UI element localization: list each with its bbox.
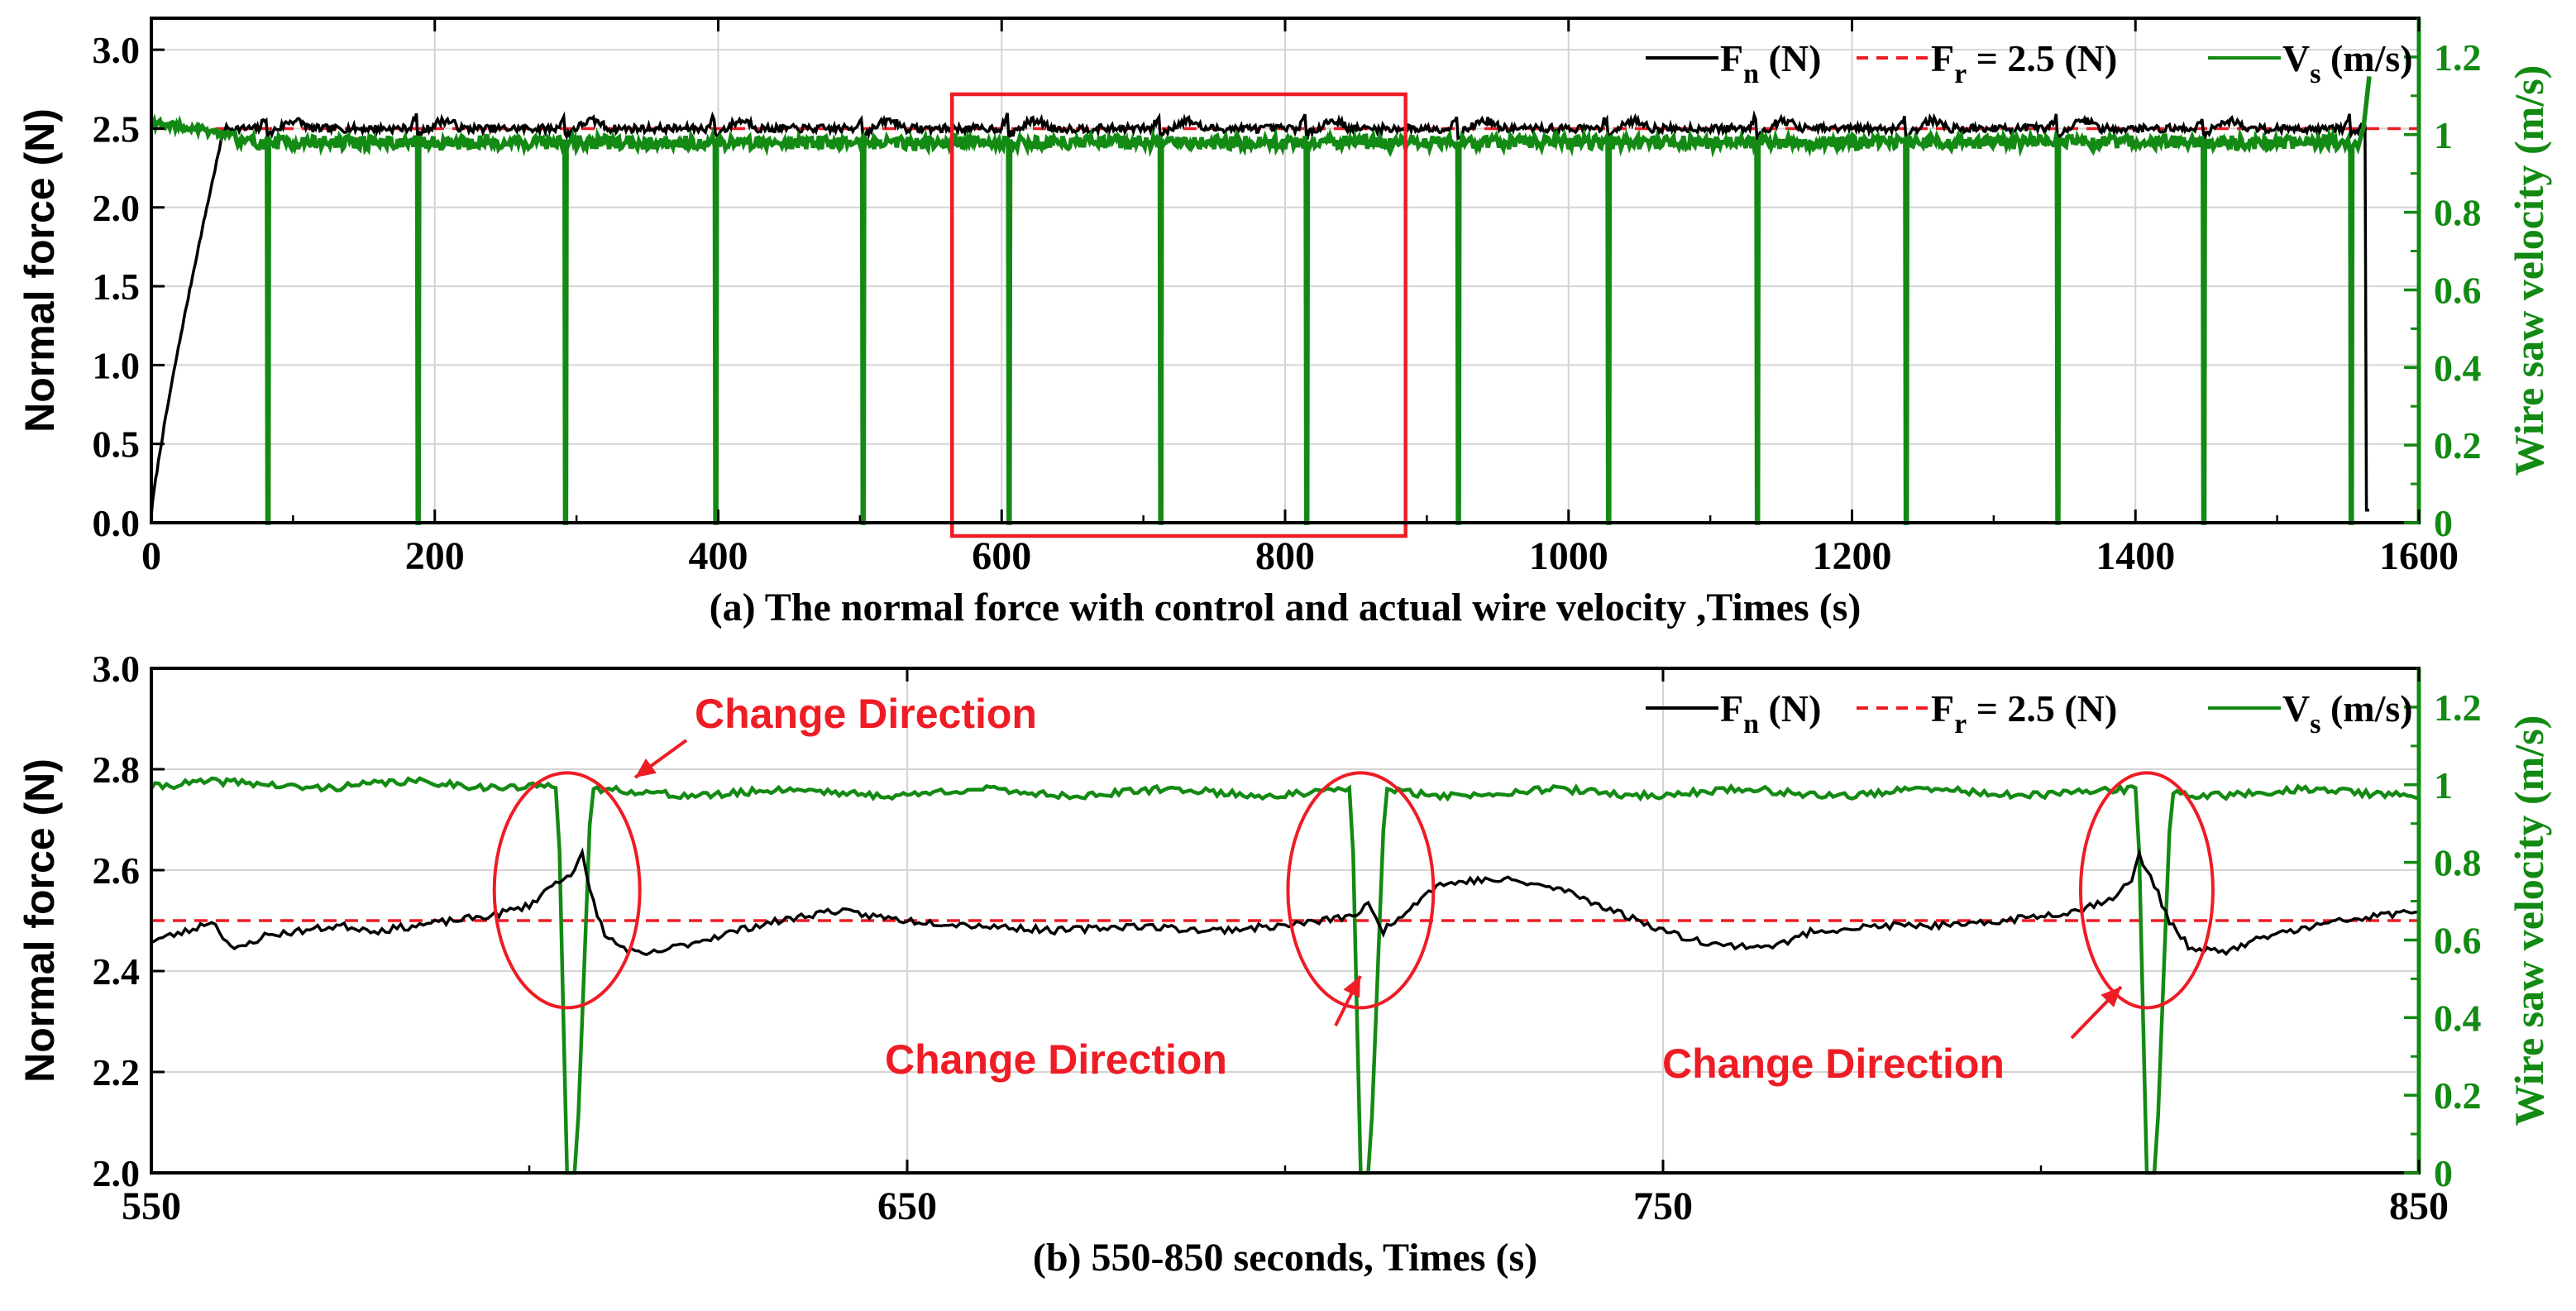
panel-b-legend: Fn (N) Fr = 2.5 (N) Vs (m/s) bbox=[1646, 687, 2413, 739]
legend-label: Fn (N) bbox=[1720, 687, 1821, 739]
y-tick-label: 2.4 bbox=[93, 950, 141, 993]
change-direction-ellipse bbox=[2078, 771, 2215, 1010]
y-tick-label: 0.5 bbox=[93, 423, 141, 466]
panel-a-caption: (a) The normal force with control and ac… bbox=[710, 586, 1862, 629]
y2-tick-label: 1.2 bbox=[2434, 36, 2482, 79]
y-tick-label: 2.5 bbox=[93, 108, 141, 150]
panel-a-y-axis-label: Normal force (N) bbox=[17, 108, 63, 433]
x-tick-label: 650 bbox=[877, 1184, 937, 1228]
y2-tick-label: 1 bbox=[2434, 764, 2453, 806]
x-tick-label: 200 bbox=[405, 534, 465, 578]
x-tick-label: 550 bbox=[122, 1184, 181, 1228]
panel-a-zoom-box bbox=[950, 92, 1407, 538]
y2-tick-label: 1.2 bbox=[2434, 687, 2482, 729]
y-tick-label: 2.2 bbox=[93, 1051, 141, 1093]
y2-tick-label: 0.4 bbox=[2434, 347, 2482, 389]
y2-tick-label: 0.2 bbox=[2434, 424, 2482, 467]
legend-entry: Fn (N) bbox=[1646, 37, 1821, 89]
panel-b-annotations: Change Direction Change Direction Change D… bbox=[492, 691, 2215, 1087]
legend-entry: Fn (N) bbox=[1646, 687, 1821, 739]
panel-b-force-series bbox=[151, 847, 2420, 956]
x-tick-label: 0 bbox=[141, 534, 161, 578]
x-tick-label: 400 bbox=[689, 534, 748, 578]
y-tick-label: 3.0 bbox=[93, 29, 141, 71]
panel-b-x-ticks: 550 650 750 850 bbox=[122, 668, 2449, 1228]
annotation-arrow-head bbox=[635, 758, 657, 778]
panel-a-x-ticks: 0 200 400 600 800 1000 1200 1400 1600 bbox=[141, 18, 2459, 578]
panel-a-velocity-series bbox=[149, 76, 2372, 525]
legend-label: Fn (N) bbox=[1720, 37, 1821, 89]
legend-label: Vs (m/s) bbox=[2282, 687, 2413, 739]
y2-tick-label: 0.6 bbox=[2434, 269, 2482, 311]
panel-a-y-ticks: 0.0 0.5 1.0 1.5 2.0 2.5 3.0 bbox=[93, 29, 165, 544]
y2-tick-label: 0.8 bbox=[2434, 192, 2482, 234]
y2-tick-label: 0 bbox=[2434, 502, 2453, 544]
y2-tick-label: 0.4 bbox=[2434, 997, 2482, 1039]
annotation-arrow-head bbox=[1343, 976, 1360, 998]
y2-tick-label: 0.8 bbox=[2434, 842, 2482, 884]
annotation-label: Change Direction bbox=[1662, 1041, 2005, 1087]
y-tick-label: 1.0 bbox=[93, 344, 141, 386]
y-tick-label: 2.0 bbox=[93, 187, 141, 229]
panel-a-y2-ticks: 0 0.2 0.4 0.6 0.8 1 1.2 bbox=[2404, 36, 2482, 544]
legend-label: Fr = 2.5 (N) bbox=[1931, 687, 2117, 739]
x-tick-label: 1400 bbox=[2096, 534, 2175, 578]
annotation-arrow-head bbox=[2100, 987, 2121, 1007]
y-tick-label: 2.6 bbox=[93, 849, 141, 892]
legend-entry: Fr = 2.5 (N) bbox=[1857, 37, 2117, 89]
panel-a-y2-axis-label: Wire saw velocity (m/s) bbox=[2506, 65, 2552, 476]
y-tick-label: 3.0 bbox=[93, 648, 141, 690]
y2-tick-label: 1 bbox=[2434, 114, 2453, 156]
y-tick-label: 0.0 bbox=[93, 502, 141, 544]
panel-b-y-ticks: 2.0 2.2 2.4 2.6 2.8 3.0 bbox=[93, 648, 165, 1194]
x-tick-label: 800 bbox=[1255, 534, 1315, 578]
panel-a-legend: Fn (N) Fr = 2.5 (N) Vs (m/s) bbox=[1646, 37, 2413, 89]
x-tick-label: 1000 bbox=[1529, 534, 1608, 578]
panel-b: Change Direction Change Direction Change D… bbox=[17, 648, 2552, 1280]
panel-b-y2-ticks: 0 0.2 0.4 0.6 0.8 1 1.2 bbox=[2404, 687, 2482, 1194]
x-tick-label: 600 bbox=[972, 534, 1031, 578]
x-tick-label: 1200 bbox=[1813, 534, 1892, 578]
x-tick-label: 1600 bbox=[2379, 534, 2459, 578]
legend-entry: Vs (m/s) bbox=[2208, 37, 2413, 89]
y2-tick-label: 0 bbox=[2434, 1152, 2453, 1194]
panel-a-force-series bbox=[150, 109, 2369, 516]
y-tick-label: 1.5 bbox=[93, 266, 141, 308]
change-direction-ellipse bbox=[1286, 771, 1436, 1010]
panel-b-velocity-series bbox=[150, 776, 2420, 1175]
x-tick-label: 750 bbox=[1633, 1184, 1693, 1228]
panel-b-caption: (b) 550-850 seconds, Times (s) bbox=[1033, 1236, 1537, 1280]
y-tick-label: 2.0 bbox=[93, 1152, 141, 1194]
panel-b-grid bbox=[151, 668, 2419, 1173]
panel-b-y-axis-label: Normal force (N) bbox=[17, 758, 63, 1083]
y2-tick-label: 0.2 bbox=[2434, 1074, 2482, 1117]
panel-b-y2-axis-label: Wire saw velocity (m/s) bbox=[2506, 715, 2552, 1127]
x-tick-label: 850 bbox=[2389, 1184, 2449, 1228]
legend-entry: Fr = 2.5 (N) bbox=[1857, 687, 2117, 739]
legend-label: Vs (m/s) bbox=[2282, 37, 2413, 89]
legend-entry: Vs (m/s) bbox=[2208, 687, 2413, 739]
panel-a: 0 200 400 600 800 1000 1200 1400 1600 0.0 0.5 1.0 1… bbox=[17, 17, 2552, 629]
change-direction-ellipse bbox=[492, 771, 642, 1010]
legend-label: Fr = 2.5 (N) bbox=[1931, 37, 2117, 89]
y-tick-label: 2.8 bbox=[93, 749, 141, 791]
annotation-label: Change Direction bbox=[695, 691, 1037, 737]
y2-tick-label: 0.6 bbox=[2434, 919, 2482, 961]
annotation-label: Change Direction bbox=[885, 1036, 1227, 1083]
